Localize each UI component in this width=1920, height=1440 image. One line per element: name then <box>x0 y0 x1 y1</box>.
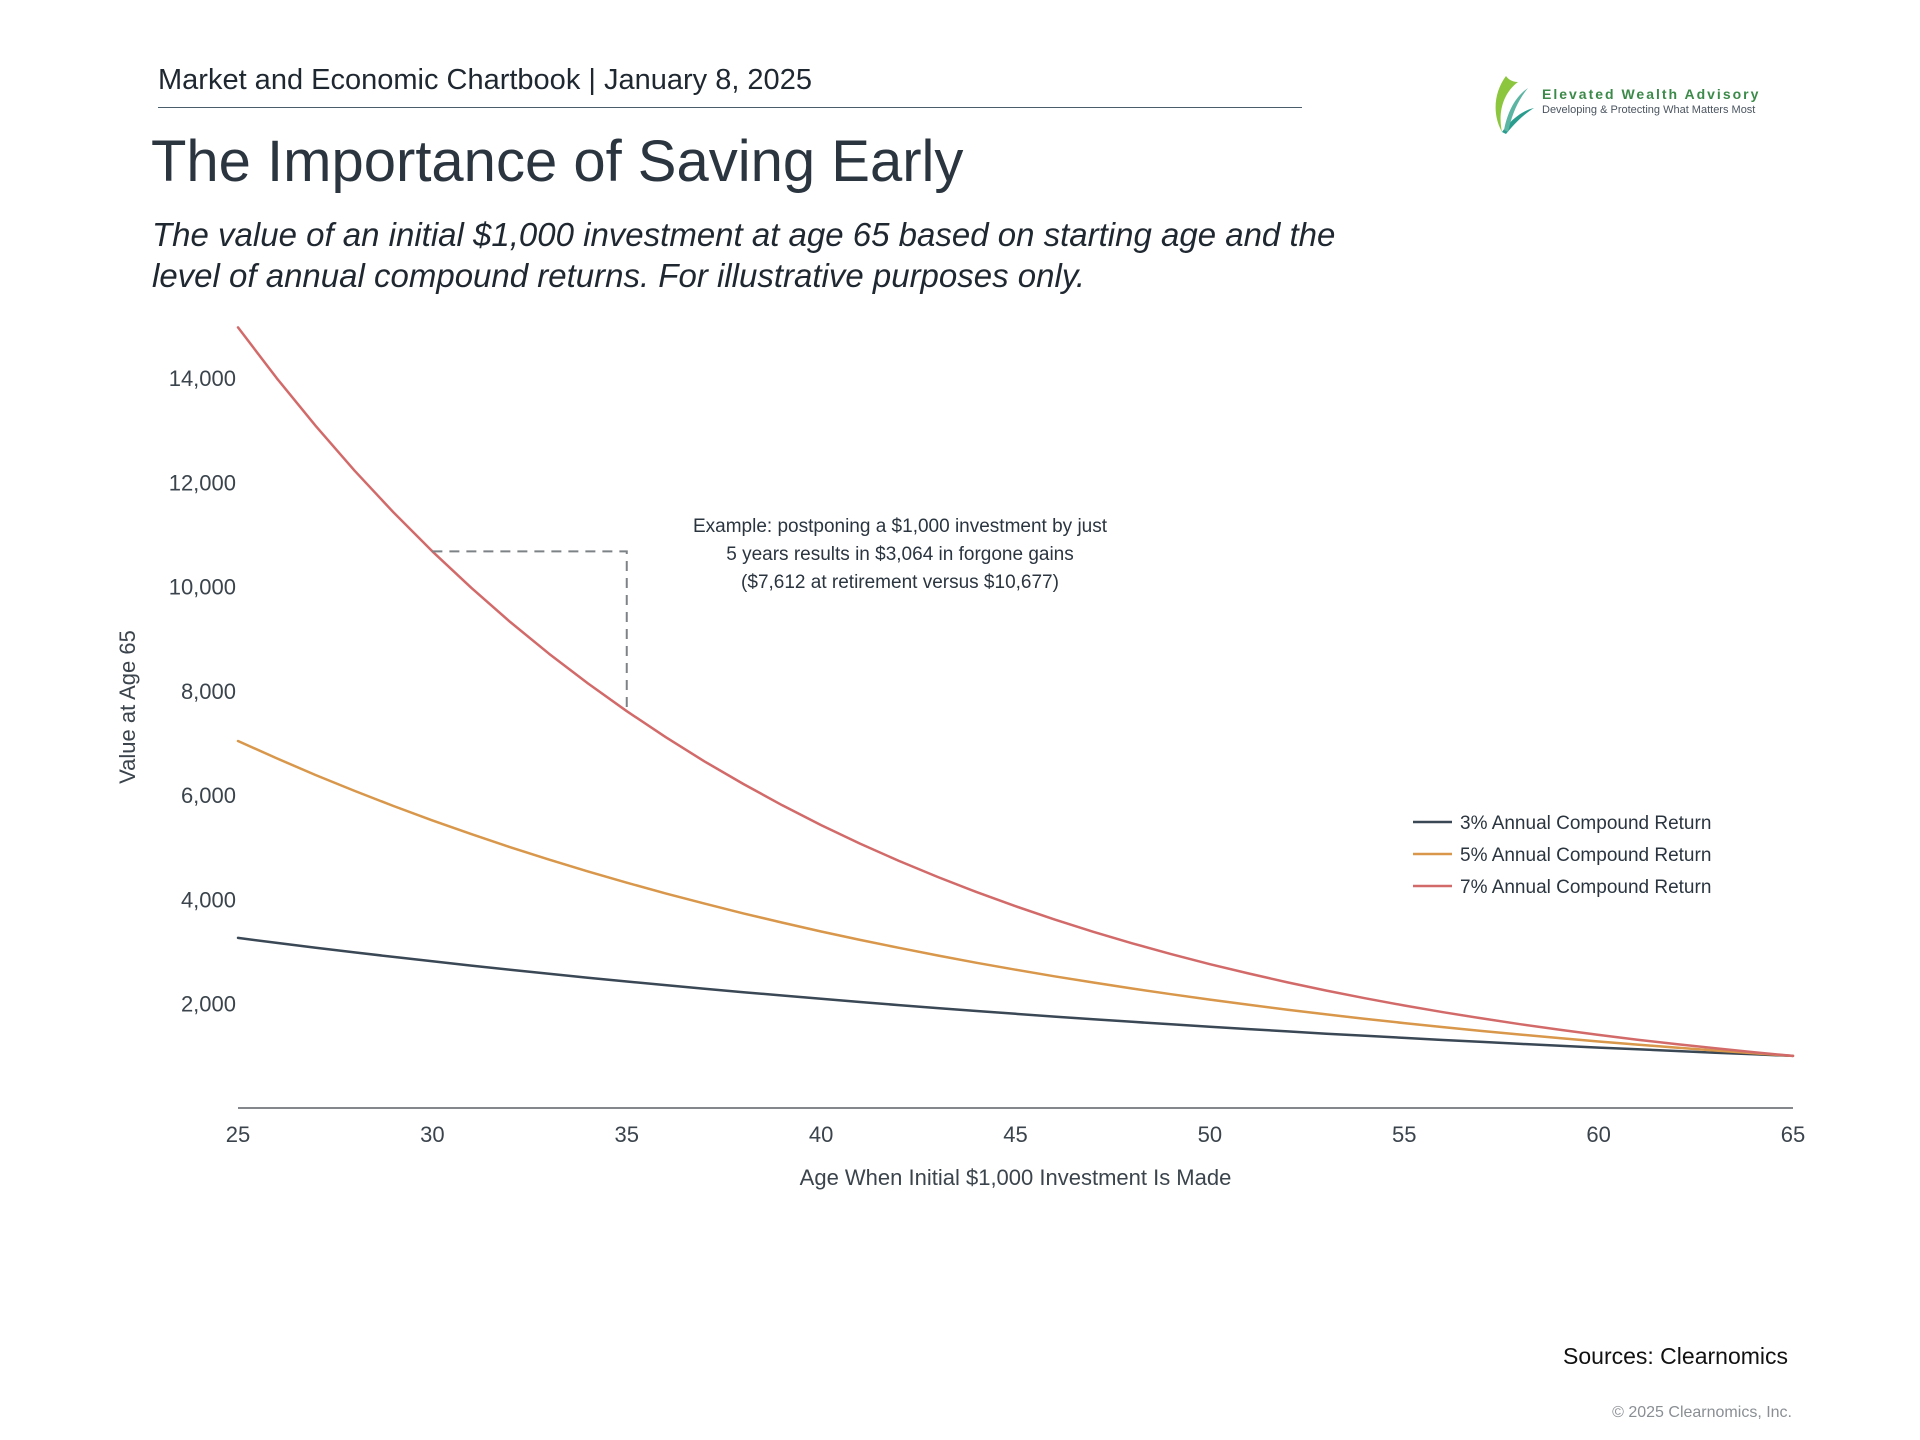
y-tick-label: 10,000 <box>169 575 236 600</box>
legend-label: 3% Annual Compound Return <box>1460 813 1711 834</box>
logo-name: Elevated Wealth Advisory <box>1542 86 1761 102</box>
chartbook-header: Market and Economic Chartbook | January … <box>158 64 812 96</box>
x-axis-label: Age When Initial $1,000 Investment Is Ma… <box>800 1165 1232 1190</box>
y-axis-label: Value at Age 65 <box>115 630 140 784</box>
x-tick-labels: 25 30 35 40 45 50 55 60 65 <box>226 1122 1805 1147</box>
legend: 3% Annual Compound Return 5% Annual Compo… <box>1413 813 1711 898</box>
x-tick-label: 40 <box>809 1122 833 1147</box>
legend-label: 7% Annual Compound Return <box>1460 877 1711 898</box>
y-tick-label: 8,000 <box>181 679 236 704</box>
copyright-note: © 2025 Clearnomics, Inc. <box>1612 1404 1792 1421</box>
y-tick-label: 2,000 <box>181 992 236 1017</box>
annotation-text-line: Example: postponing a $1,000 investment … <box>693 516 1108 537</box>
annotation-text-line: 5 years results in $3,064 in forgone gai… <box>726 544 1074 565</box>
series-line-3 <box>236 326 1795 1058</box>
y-tick-label: 12,000 <box>169 470 236 495</box>
y-tick-label: 14,000 <box>169 366 236 391</box>
annotation-layer: Example: postponing a $1,000 investment … <box>432 516 1108 712</box>
x-tick-label: 35 <box>615 1122 639 1147</box>
logo-tagline: Developing & Protecting What Matters Mos… <box>1542 104 1756 116</box>
brand-logo: Elevated Wealth Advisory Developing & Pr… <box>1488 74 1778 134</box>
x-tick-label: 45 <box>1003 1122 1027 1147</box>
page-title: The Importance of Saving Early <box>151 129 964 194</box>
source-note: Sources: Clearnomics <box>1563 1343 1788 1369</box>
series-line-1 <box>236 936 1795 1058</box>
leaf-logo-icon <box>1495 76 1534 134</box>
y-tick-labels: 2,000 4,000 6,000 8,000 10,000 12,000 14,000 <box>169 366 236 1017</box>
y-tick-label: 4,000 <box>181 887 236 912</box>
y-tick-label: 6,000 <box>181 783 236 808</box>
x-tick-label: 55 <box>1392 1122 1416 1147</box>
x-tick-label: 50 <box>1198 1122 1222 1147</box>
header-divider <box>158 107 1302 108</box>
page-subtitle: The value of an initial $1,000 investmen… <box>152 214 1452 296</box>
series-line-2 <box>236 739 1795 1058</box>
subtitle-line-2: level of annual compound returns. For il… <box>152 257 1086 294</box>
x-tick-label: 25 <box>226 1122 250 1147</box>
series-layer <box>236 326 1795 1058</box>
x-tick-label: 30 <box>420 1122 444 1147</box>
annotation-text-line: ($7,612 at retirement versus $10,677) <box>741 572 1059 593</box>
x-tick-label: 65 <box>1781 1122 1805 1147</box>
x-tick-label: 60 <box>1586 1122 1610 1147</box>
saving-early-chart: Example: postponing a $1,000 investment … <box>115 326 1805 1190</box>
legend-label: 5% Annual Compound Return <box>1460 845 1711 866</box>
subtitle-line-1: The value of an initial $1,000 investmen… <box>152 216 1336 253</box>
annotation-bracket <box>432 550 628 712</box>
